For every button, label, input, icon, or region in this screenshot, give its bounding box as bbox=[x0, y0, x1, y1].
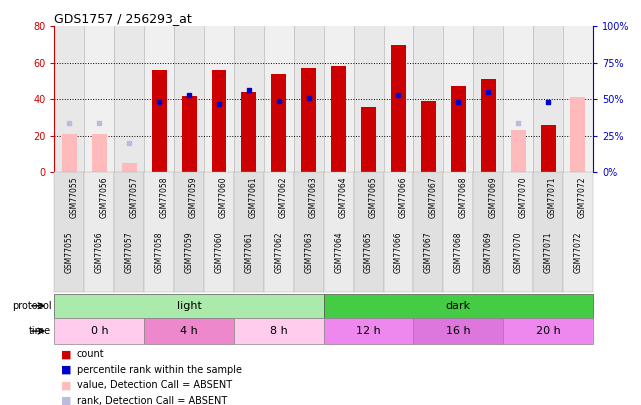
Bar bbox=[324, 26, 354, 172]
Bar bbox=[481, 79, 495, 172]
Text: GDS1757 / 256293_at: GDS1757 / 256293_at bbox=[54, 12, 192, 25]
Text: GSM77066: GSM77066 bbox=[399, 176, 408, 218]
Bar bbox=[174, 26, 204, 172]
Text: ■: ■ bbox=[61, 380, 71, 390]
Bar bbox=[234, 26, 264, 172]
Text: GSM77067: GSM77067 bbox=[428, 176, 437, 218]
Bar bbox=[563, 26, 593, 172]
Text: GSM77064: GSM77064 bbox=[334, 232, 343, 273]
Bar bbox=[204, 26, 234, 172]
Text: rank, Detection Call = ABSENT: rank, Detection Call = ABSENT bbox=[77, 396, 227, 405]
Text: GSM77057: GSM77057 bbox=[125, 232, 134, 273]
Text: GSM77072: GSM77072 bbox=[574, 232, 583, 273]
Text: protocol: protocol bbox=[12, 301, 51, 311]
Text: GSM77056: GSM77056 bbox=[99, 176, 108, 218]
Bar bbox=[540, 125, 556, 172]
Text: GSM77068: GSM77068 bbox=[454, 232, 463, 273]
Text: time: time bbox=[29, 326, 51, 336]
Text: GSM77063: GSM77063 bbox=[304, 232, 313, 273]
Bar bbox=[85, 26, 114, 172]
Text: GSM77058: GSM77058 bbox=[159, 176, 168, 217]
Bar bbox=[361, 107, 376, 172]
Text: 20 h: 20 h bbox=[536, 326, 560, 336]
Bar bbox=[301, 68, 316, 172]
Text: GSM77056: GSM77056 bbox=[95, 232, 104, 273]
Text: 12 h: 12 h bbox=[356, 326, 381, 336]
Bar bbox=[354, 26, 383, 172]
Bar bbox=[570, 98, 585, 172]
Bar bbox=[511, 130, 526, 172]
Bar bbox=[331, 66, 346, 172]
Text: 16 h: 16 h bbox=[446, 326, 470, 336]
Text: count: count bbox=[77, 350, 104, 359]
Text: GSM77072: GSM77072 bbox=[578, 176, 587, 217]
Bar bbox=[473, 26, 503, 172]
Bar bbox=[421, 101, 436, 172]
Bar bbox=[533, 26, 563, 172]
Text: ■: ■ bbox=[61, 365, 71, 375]
Text: GSM77061: GSM77061 bbox=[249, 176, 258, 217]
Text: ■: ■ bbox=[61, 350, 71, 359]
Text: GSM77055: GSM77055 bbox=[69, 176, 78, 218]
Text: GSM77057: GSM77057 bbox=[129, 176, 138, 218]
Text: GSM77059: GSM77059 bbox=[185, 232, 194, 273]
Bar bbox=[451, 86, 466, 172]
Bar bbox=[444, 26, 473, 172]
Bar bbox=[212, 70, 226, 172]
Text: GSM77065: GSM77065 bbox=[369, 176, 378, 218]
Bar bbox=[391, 45, 406, 172]
Bar bbox=[92, 134, 107, 172]
Text: GSM77062: GSM77062 bbox=[274, 232, 283, 273]
Bar bbox=[122, 163, 137, 172]
Text: GSM77071: GSM77071 bbox=[548, 176, 557, 217]
Text: GSM77062: GSM77062 bbox=[279, 176, 288, 217]
Text: GSM77070: GSM77070 bbox=[518, 176, 527, 218]
Text: GSM77067: GSM77067 bbox=[424, 232, 433, 273]
Text: value, Detection Call = ABSENT: value, Detection Call = ABSENT bbox=[77, 380, 232, 390]
Text: GSM77066: GSM77066 bbox=[394, 232, 403, 273]
Bar bbox=[264, 26, 294, 172]
Bar bbox=[54, 26, 85, 172]
Text: GSM77060: GSM77060 bbox=[219, 176, 228, 218]
Text: GSM77059: GSM77059 bbox=[189, 176, 198, 218]
Text: light: light bbox=[177, 301, 201, 311]
Text: GSM77064: GSM77064 bbox=[338, 176, 347, 218]
Bar bbox=[144, 26, 174, 172]
Text: GSM77063: GSM77063 bbox=[309, 176, 318, 218]
Text: dark: dark bbox=[445, 301, 471, 311]
Text: GSM77069: GSM77069 bbox=[488, 176, 497, 218]
Bar bbox=[271, 74, 287, 172]
Text: GSM77055: GSM77055 bbox=[65, 232, 74, 273]
Bar bbox=[242, 92, 256, 172]
Text: GSM77070: GSM77070 bbox=[513, 232, 522, 273]
Bar bbox=[503, 26, 533, 172]
Text: 8 h: 8 h bbox=[270, 326, 288, 336]
Text: ■: ■ bbox=[61, 396, 71, 405]
Text: GSM77068: GSM77068 bbox=[458, 176, 467, 217]
Bar bbox=[62, 134, 77, 172]
Bar bbox=[294, 26, 324, 172]
Bar bbox=[114, 26, 144, 172]
Text: GSM77069: GSM77069 bbox=[484, 232, 493, 273]
Text: GSM77058: GSM77058 bbox=[154, 232, 163, 273]
Text: GSM77061: GSM77061 bbox=[244, 232, 253, 273]
Bar bbox=[181, 96, 197, 172]
Text: 0 h: 0 h bbox=[90, 326, 108, 336]
Bar bbox=[152, 70, 167, 172]
Text: GSM77071: GSM77071 bbox=[544, 232, 553, 273]
Bar bbox=[413, 26, 444, 172]
Text: 4 h: 4 h bbox=[180, 326, 198, 336]
Text: GSM77060: GSM77060 bbox=[215, 232, 224, 273]
Bar bbox=[383, 26, 413, 172]
Text: GSM77065: GSM77065 bbox=[364, 232, 373, 273]
Text: percentile rank within the sample: percentile rank within the sample bbox=[77, 365, 242, 375]
